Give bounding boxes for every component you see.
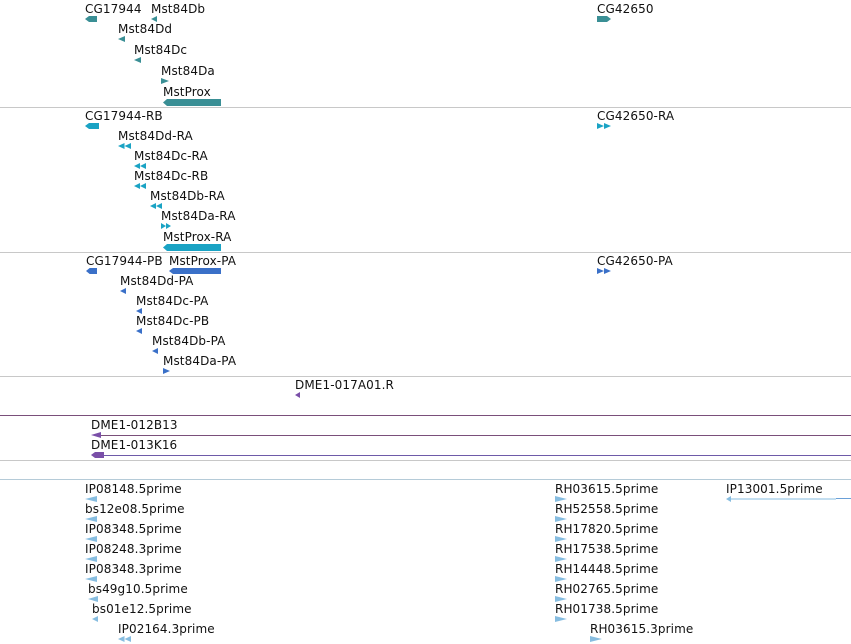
feature-label[interactable]: MstProx-PA	[169, 254, 237, 268]
feature-glyph[interactable]	[555, 496, 567, 502]
feature-glyph[interactable]	[134, 57, 141, 63]
feature-glyph[interactable]	[92, 616, 98, 622]
track-separator	[0, 460, 851, 461]
feature-label[interactable]: Mst84Dc-RA	[134, 149, 208, 163]
feature-glyph[interactable]	[85, 496, 97, 502]
feature-glyph[interactable]	[86, 268, 97, 274]
feature-label[interactable]: bs49g10.5prime	[88, 582, 188, 596]
feature-glyph[interactable]	[134, 163, 146, 169]
track-separator	[0, 376, 851, 377]
feature-glyph[interactable]	[555, 616, 567, 622]
feature-glyph[interactable]	[152, 348, 158, 354]
feature-label[interactable]: Mst84Dd-PA	[120, 274, 194, 288]
feature-label[interactable]: RH01738.5prime	[555, 602, 659, 616]
feature-glyph[interactable]	[161, 223, 171, 229]
feature-label[interactable]: IP08248.3prime	[85, 542, 182, 556]
feature-glyph[interactable]	[91, 452, 104, 458]
feature-glyph[interactable]	[555, 576, 567, 582]
feature-label[interactable]: CG17944	[85, 2, 142, 16]
feature-glyph[interactable]	[169, 268, 221, 274]
feature-glyph[interactable]	[91, 432, 101, 438]
feature-label[interactable]: Mst84Dd-RA	[118, 129, 193, 143]
feature-glyph[interactable]	[555, 556, 567, 562]
track-separator	[0, 415, 851, 416]
feature-glyph[interactable]	[85, 576, 97, 582]
feature-label[interactable]: Mst84Dc-RB	[134, 169, 209, 183]
feature-glyph[interactable]	[85, 16, 97, 22]
feature-glyph[interactable]	[136, 308, 142, 314]
feature-label[interactable]: Mst84Da-PA	[163, 354, 237, 368]
feature-glyph[interactable]	[163, 244, 221, 251]
feature-label[interactable]: RH03615.3prime	[590, 622, 694, 636]
est-span-line	[836, 498, 851, 499]
feature-label[interactable]: Mst84Da-RA	[161, 209, 236, 223]
feature-glyph[interactable]	[118, 36, 125, 42]
feature-glyph[interactable]	[726, 496, 836, 502]
feature-label[interactable]: DME1-017A01.R	[295, 378, 394, 392]
track-separator	[0, 252, 851, 253]
feature-label[interactable]: IP08348.5prime	[85, 522, 182, 536]
feature-label[interactable]: RH52558.5prime	[555, 502, 659, 516]
feature-label[interactable]: Mst84Dc-PB	[136, 314, 210, 328]
feature-label[interactable]: CG17944-PB	[86, 254, 163, 268]
feature-label[interactable]: CG42650-PA	[597, 254, 673, 268]
feature-glyph[interactable]	[163, 99, 221, 106]
feature-label[interactable]: Mst84Dc-PA	[136, 294, 209, 308]
feature-label[interactable]: RH17538.5prime	[555, 542, 659, 556]
feature-glyph[interactable]	[151, 16, 157, 22]
feature-glyph[interactable]	[136, 328, 142, 334]
feature-glyph[interactable]	[590, 636, 602, 642]
feature-glyph[interactable]	[163, 368, 170, 374]
feature-label[interactable]: DME1-012B13	[91, 418, 178, 432]
feature-glyph[interactable]	[85, 516, 97, 522]
feature-glyph[interactable]	[555, 536, 567, 542]
feature-glyph[interactable]	[295, 392, 300, 398]
feature-label[interactable]: RH17820.5prime	[555, 522, 659, 536]
feature-glyph[interactable]	[161, 78, 169, 84]
feature-label[interactable]: Mst84Db-PA	[152, 334, 226, 348]
feature-label[interactable]: MstProx-RA	[163, 230, 232, 244]
feature-glyph[interactable]	[88, 596, 98, 602]
feature-label[interactable]: bs01e12.5prime	[92, 602, 192, 616]
feature-glyph[interactable]	[118, 143, 131, 149]
feature-glyph[interactable]	[555, 596, 567, 602]
feature-label[interactable]: CG42650-RA	[597, 109, 675, 123]
feature-glyph[interactable]	[134, 183, 146, 189]
bac-span-line	[101, 455, 851, 456]
feature-label[interactable]: Mst84Db	[151, 2, 206, 16]
feature-label[interactable]: MstProx	[163, 85, 211, 99]
feature-label[interactable]: Mst84Da	[161, 64, 215, 78]
feature-label[interactable]: CG17944-RB	[85, 109, 163, 123]
feature-label[interactable]: CG42650	[597, 2, 654, 16]
feature-glyph[interactable]	[150, 203, 162, 209]
feature-glyph[interactable]	[555, 516, 567, 522]
feature-label[interactable]: IP08148.5prime	[85, 482, 182, 496]
feature-label[interactable]: RH02765.5prime	[555, 582, 659, 596]
feature-label[interactable]: Mst84Db-RA	[150, 189, 225, 203]
bac-span-line	[98, 435, 851, 436]
feature-label[interactable]: IP13001.5prime	[726, 482, 823, 496]
feature-label[interactable]: Mst84Dd	[118, 22, 173, 36]
feature-label[interactable]: DME1-013K16	[91, 438, 178, 452]
feature-glyph[interactable]	[597, 16, 611, 22]
track-separator	[0, 479, 851, 480]
feature-glyph[interactable]	[597, 123, 611, 129]
feature-glyph[interactable]	[118, 636, 131, 642]
track-separator	[0, 107, 851, 108]
feature-label[interactable]: IP08348.3prime	[85, 562, 182, 576]
feature-glyph[interactable]	[85, 536, 97, 542]
feature-glyph[interactable]	[85, 123, 99, 129]
feature-label[interactable]: RH03615.5prime	[555, 482, 659, 496]
feature-label[interactable]: RH14448.5prime	[555, 562, 659, 576]
feature-label[interactable]: bs12e08.5prime	[85, 502, 185, 516]
feature-glyph[interactable]	[120, 288, 126, 294]
feature-glyph[interactable]	[597, 268, 611, 274]
feature-label[interactable]: Mst84Dc	[134, 43, 188, 57]
feature-glyph[interactable]	[85, 556, 97, 562]
feature-label[interactable]: IP02164.3prime	[118, 622, 215, 636]
